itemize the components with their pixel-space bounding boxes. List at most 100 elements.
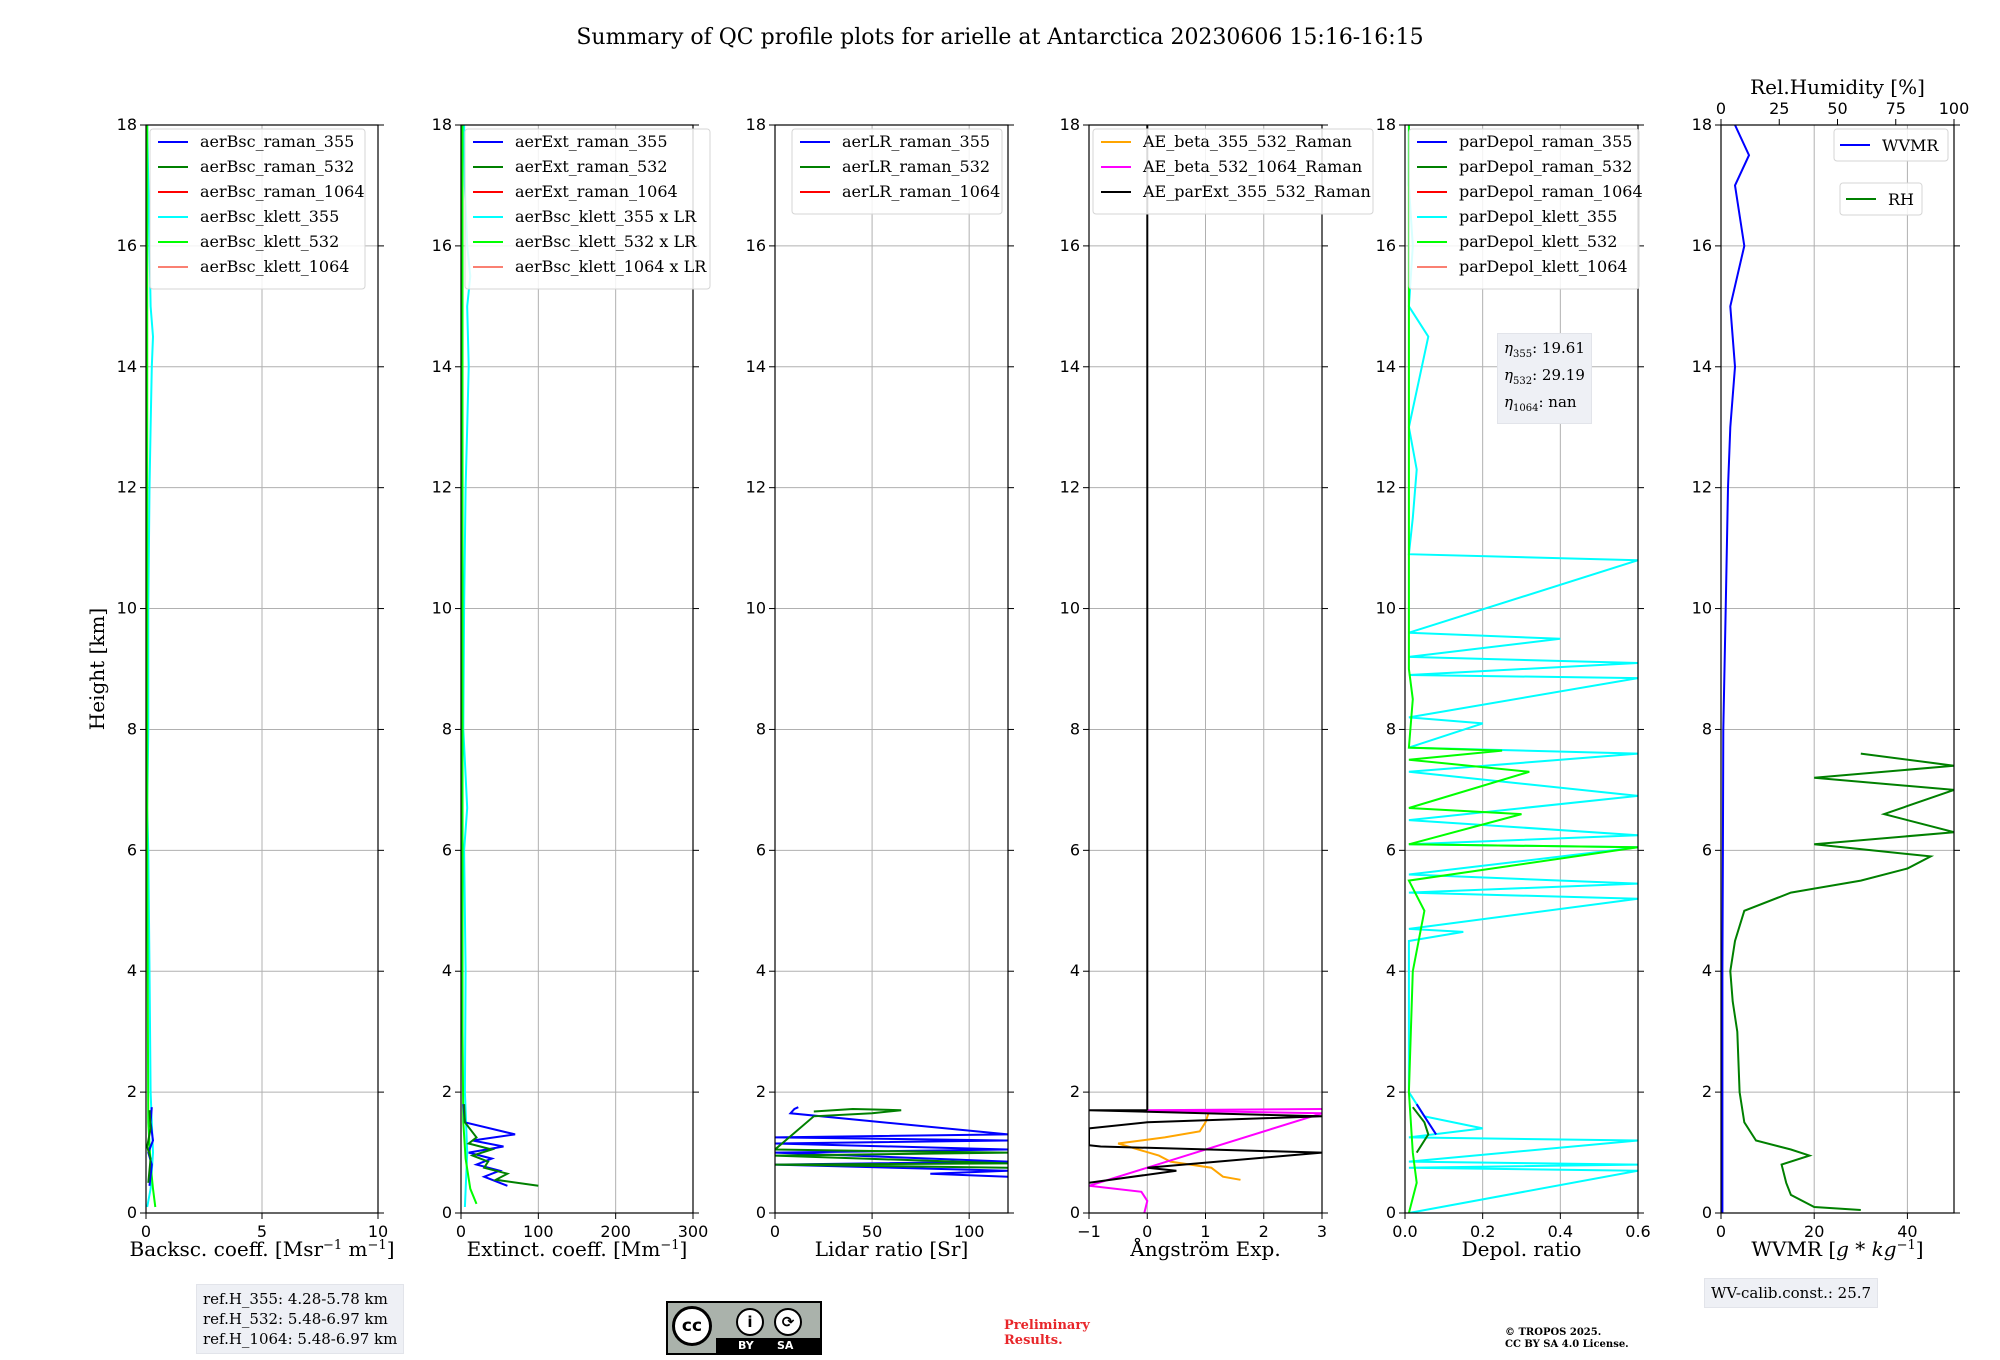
legend-entry: parDepol_raman_1064 <box>1459 182 1643 201</box>
series-AE_beta_355_532_Raman <box>1117 1112 1241 1181</box>
y-tick-label: 12 <box>746 478 766 497</box>
top-x-tick-label: 100 <box>1939 99 1970 118</box>
legend-entry: aerExt_raman_532 <box>515 157 668 176</box>
eta-532: η532: 29.19 <box>1504 366 1585 387</box>
series-group <box>775 1106 1008 1178</box>
axes-frame <box>460 124 694 1214</box>
x-tick-label: 100 <box>523 1222 554 1241</box>
y-tick-label: 16 <box>746 236 766 255</box>
y-tick-label: 10 <box>746 599 766 618</box>
axes-frame <box>1720 124 1955 1214</box>
legend-entry: parDepol_klett_1064 <box>1459 257 1628 276</box>
y-tick-label: 14 <box>1376 357 1396 376</box>
axes-frame <box>774 124 1009 1214</box>
legend-entry: aerExt_raman_1064 <box>515 182 678 201</box>
legend-box <box>464 128 711 290</box>
series-parDepol_raman_532 <box>1412 1106 1430 1154</box>
ref-height-355: ref.H_355: 4.28-5.78 km <box>203 1290 388 1308</box>
y-tick-label: 4 <box>1386 961 1396 980</box>
y-tick-label: 18 <box>1692 115 1712 134</box>
series-aerBsc_raman_532 <box>146 1110 152 1183</box>
y-tick-label: 12 <box>1376 478 1396 497</box>
legend-box <box>1839 182 1923 216</box>
share-alike-icon: ⟳ <box>774 1308 802 1336</box>
series-parDepol_klett_355 <box>1407 125 1638 1213</box>
y-tick-label: 16 <box>1692 236 1712 255</box>
x-tick-label: 5 <box>257 1222 267 1241</box>
series-group <box>1089 125 1322 1213</box>
y-tick-label: 4 <box>127 961 137 980</box>
series-AE_parExt_355_532_Raman_low <box>1089 1109 1322 1184</box>
legend-entry: parDepol_raman_355 <box>1459 132 1632 151</box>
copyright-line-2: CC BY SA 4.0 License. <box>1505 1339 1629 1350</box>
series-parDepol_klett_532 <box>1407 125 1638 1213</box>
by-label: BY <box>738 1339 754 1352</box>
wv-calib-box: WV-calib.const.: 25.7 <box>1704 1278 1879 1308</box>
x-tick-label: 200 <box>600 1222 631 1241</box>
x-axis-label: WVMR [g * kg−1] <box>1751 1237 1923 1261</box>
series-group <box>461 125 539 1208</box>
y-tick-label: 8 <box>1386 719 1396 738</box>
legend: AE_beta_355_532_Raman AE_beta_532_1064_Ra… <box>1092 128 1374 215</box>
series-group <box>1721 125 1954 1213</box>
y-tick-label: 14 <box>1060 357 1080 376</box>
x-tick-label: 0 <box>456 1222 466 1241</box>
x-tick-label: 40 <box>1897 1222 1917 1241</box>
figure-title: Summary of QC profile plots for arielle … <box>576 25 1423 50</box>
y-tick-label: 16 <box>1060 236 1080 255</box>
y-tick-label: 6 <box>1386 840 1396 859</box>
legend: aerExt_raman_355 aerExt_raman_532 aerExt_r… <box>464 128 711 290</box>
series-aerBsc_klett_532 x LR <box>461 125 478 1205</box>
x-tick-label: 300 <box>678 1222 709 1241</box>
top-x-tick-label: 75 <box>1886 99 1906 118</box>
top-x-axis-label: Rel.Humidity [%] <box>1750 75 1925 99</box>
y-tick-label: 0 <box>1070 1203 1080 1222</box>
x-axis-label: Depol. ratio <box>1462 1237 1582 1261</box>
y-tick-label: 6 <box>756 840 766 859</box>
y-tick-label: 18 <box>1376 115 1396 134</box>
x-tick-label: 0.2 <box>1470 1222 1495 1241</box>
legend-entry: aerBsc_raman_1064 <box>200 182 365 201</box>
y-tick-label: 16 <box>432 236 452 255</box>
y-tick-label: 14 <box>117 357 137 376</box>
y-tick-label: 2 <box>442 1082 452 1101</box>
y-tick-label: 10 <box>117 599 137 618</box>
y-tick-label: 0 <box>127 1203 137 1222</box>
x-tick-label: 2 <box>1259 1222 1269 1241</box>
legend: parDepol_raman_355 parDepol_raman_532 parD… <box>1408 128 1643 290</box>
legend: aerBsc_raman_355 aerBsc_raman_532 aerBsc_r… <box>149 128 366 290</box>
top-x-tick-label: 25 <box>1769 99 1789 118</box>
series-aerExt_raman_532 <box>463 1104 539 1187</box>
y-tick-label: 16 <box>1376 236 1396 255</box>
copyright-line-1: © TROPOS 2025. <box>1505 1327 1602 1338</box>
cc-license-badge[interactable]: cc i ⟳ BY SA <box>666 1301 822 1355</box>
x-tick-label: −1 <box>1077 1222 1101 1241</box>
legend-entry: parDepol_klett_355 <box>1459 207 1617 226</box>
ref-height-532: ref.H_532: 5.48-6.97 km <box>203 1310 388 1328</box>
y-tick-label: 10 <box>1060 599 1080 618</box>
ref-height-1064: ref.H_1064: 5.48-6.97 km <box>203 1330 398 1348</box>
y-tick-label: 8 <box>127 719 137 738</box>
y-tick-label: 8 <box>442 719 452 738</box>
legend-entry: AE_parExt_355_532_Raman <box>1142 182 1371 201</box>
eta-1064: η1064: nan <box>1504 393 1577 414</box>
depol-eta-box: η355: 19.61 η532: 29.19 η1064: nan <box>1497 333 1592 424</box>
y-tick-label: 8 <box>1070 719 1080 738</box>
y-tick-label: 6 <box>127 840 137 859</box>
legend-box <box>1092 128 1374 215</box>
legend: WVMR RH <box>1833 128 1949 216</box>
x-axis-label: Ångström Exp. <box>1129 1236 1280 1261</box>
y-tick-label: 12 <box>1060 478 1080 497</box>
legend-entry: aerBsc_klett_355 <box>200 207 339 226</box>
y-axis-label: Height [km] <box>85 608 109 730</box>
legend-entry: aerLR_raman_355 <box>842 132 990 151</box>
y-tick-label: 6 <box>1702 840 1712 859</box>
y-tick-label: 6 <box>1070 840 1080 859</box>
series-aerLR_raman_355 <box>775 1106 1008 1178</box>
y-tick-label: 14 <box>746 357 766 376</box>
legend-entry: parDepol_raman_532 <box>1459 157 1632 176</box>
eta-355: η355: 19.61 <box>1504 339 1585 360</box>
